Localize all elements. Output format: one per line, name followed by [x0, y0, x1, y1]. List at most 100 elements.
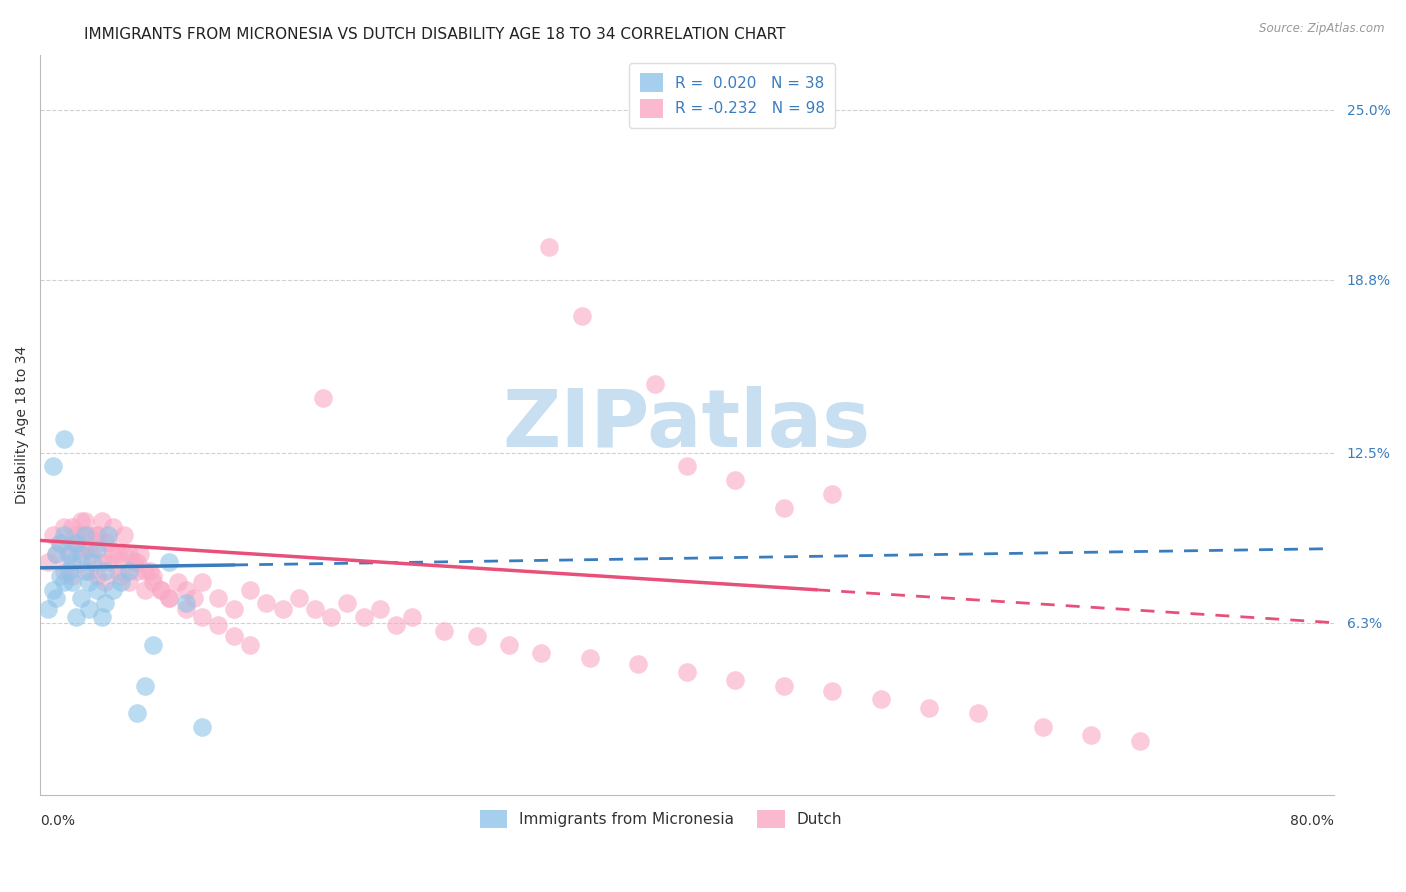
Point [159, 591, 181, 605]
Point [75, 514, 97, 528]
Point [530, 646, 553, 660]
Point [45, 547, 67, 561]
Point [86, 569, 108, 583]
Point [191, 574, 214, 589]
Point [207, 591, 229, 605]
Point [321, 610, 343, 624]
Point [433, 624, 456, 638]
Point [129, 547, 152, 561]
Text: 80.0%: 80.0% [1289, 814, 1334, 828]
Point [69, 547, 91, 561]
Point [821, 487, 844, 501]
Point [571, 309, 593, 323]
Point [80, 547, 103, 561]
Point [97, 555, 120, 569]
Point [159, 591, 181, 605]
Point [107, 547, 129, 561]
Point [48, 569, 70, 583]
Y-axis label: Disability Age 18 to 34: Disability Age 18 to 34 [15, 346, 30, 504]
Point [53, 564, 76, 578]
Point [101, 519, 124, 533]
Point [94, 574, 117, 589]
Point [86, 541, 108, 556]
Point [239, 582, 262, 597]
Point [48, 536, 70, 550]
Point [69, 514, 91, 528]
Point [53, 528, 76, 542]
Point [110, 574, 132, 589]
Point [538, 240, 561, 254]
Point [107, 564, 129, 578]
Point [94, 597, 117, 611]
Text: IMMIGRANTS FROM MICRONESIA VS DUTCH DISABILITY AGE 18 TO 34 CORRELATION CHART: IMMIGRANTS FROM MICRONESIA VS DUTCH DISA… [84, 27, 786, 42]
Point [139, 564, 162, 578]
Point [65, 536, 87, 550]
Point [1080, 728, 1102, 742]
Point [90, 555, 112, 569]
Point [97, 528, 120, 542]
Point [86, 528, 108, 542]
Point [336, 597, 359, 611]
Text: ZIPatlas: ZIPatlas [503, 386, 872, 464]
Point [112, 547, 135, 561]
Point [385, 618, 408, 632]
Point [142, 638, 165, 652]
Point [42, 528, 65, 542]
Point [80, 555, 103, 569]
Point [174, 582, 197, 597]
Point [77, 528, 100, 542]
Point [110, 569, 132, 583]
Point [62, 519, 84, 533]
Point [724, 473, 747, 487]
Point [150, 582, 173, 597]
Point [62, 574, 84, 589]
Point [773, 679, 796, 693]
Point [37, 602, 59, 616]
Point [174, 602, 197, 616]
Point [724, 673, 747, 688]
Point [62, 569, 84, 583]
Point [191, 610, 214, 624]
Point [101, 582, 124, 597]
Legend: Immigrants from Micronesia, Dutch: Immigrants from Micronesia, Dutch [472, 802, 851, 836]
Point [77, 602, 100, 616]
Point [134, 564, 156, 578]
Point [65, 536, 87, 550]
Point [1032, 720, 1054, 734]
Point [304, 602, 326, 616]
Point [579, 651, 602, 665]
Point [58, 547, 80, 561]
Point [65, 528, 87, 542]
Point [86, 582, 108, 597]
Point [77, 564, 100, 578]
Point [465, 629, 488, 643]
Point [224, 602, 246, 616]
Point [676, 665, 699, 679]
Point [77, 541, 100, 556]
Point [53, 519, 76, 533]
Point [118, 574, 141, 589]
Point [134, 679, 156, 693]
Point [368, 602, 391, 616]
Text: 0.0%: 0.0% [41, 814, 75, 828]
Point [127, 706, 149, 720]
Point [45, 547, 67, 561]
Point [58, 564, 80, 578]
Point [86, 528, 108, 542]
Point [75, 528, 97, 542]
Point [353, 610, 375, 624]
Point [1129, 733, 1152, 747]
Point [166, 574, 188, 589]
Point [159, 555, 181, 569]
Point [53, 432, 76, 446]
Point [94, 536, 117, 550]
Point [142, 569, 165, 583]
Point [90, 610, 112, 624]
Point [288, 591, 311, 605]
Point [53, 574, 76, 589]
Point [75, 564, 97, 578]
Point [62, 555, 84, 569]
Point [127, 564, 149, 578]
Point [150, 582, 173, 597]
Point [967, 706, 990, 720]
